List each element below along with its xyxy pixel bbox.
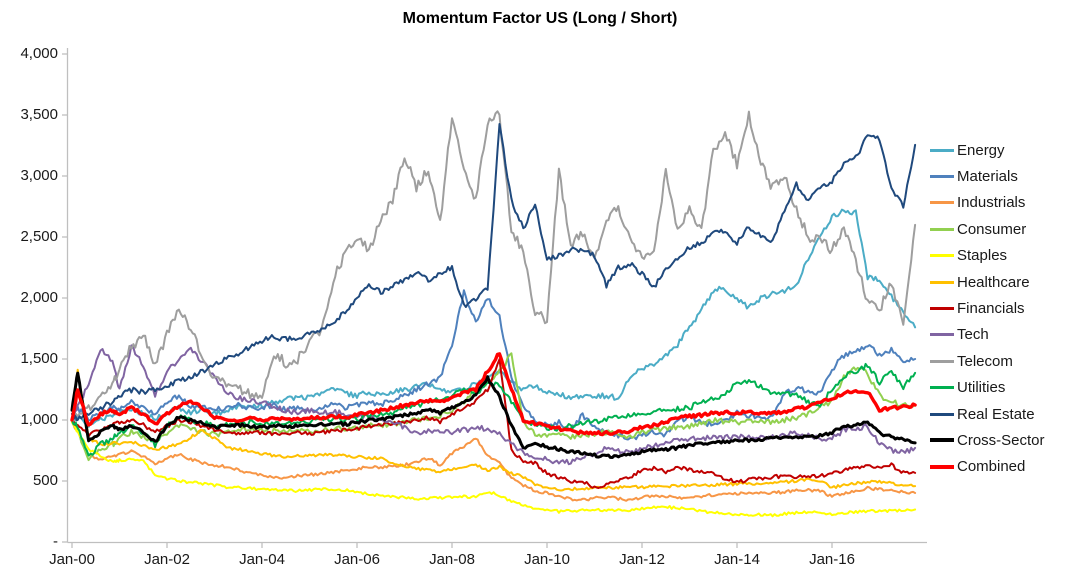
series-line-industrials [71, 421, 917, 502]
chart-title: Momentum Factor US (Long / Short) [402, 10, 678, 27]
legend-item-consumer: Consumer [930, 218, 1026, 240]
y-axis-label: 500 [32, 472, 58, 489]
legend-item-utilities: Utilities [930, 377, 1005, 399]
series-line-real-estate [71, 123, 917, 422]
legend-label: Utilities [957, 379, 1006, 397]
legend-item-real-estate: Real Estate [930, 403, 1035, 425]
x-axis-label: Jan-00 [49, 551, 95, 568]
legend-label: Materials [957, 167, 1018, 185]
y-axis-label: 3,500 [20, 106, 58, 123]
series-line-telecom [71, 110, 917, 422]
legend-item-materials: Materials [930, 165, 1018, 187]
legend-label: Staples [957, 247, 1008, 265]
x-axis-label: Jan-08 [429, 551, 475, 568]
legend-swatch-icon [930, 227, 954, 231]
series-line-staples [71, 421, 917, 518]
legend-item-tech: Tech [930, 324, 989, 346]
y-axis-label: 2,000 [20, 289, 58, 306]
legend-swatch-icon [930, 254, 954, 258]
y-axis-label: - [53, 533, 58, 550]
y-axis-label: 3,000 [20, 167, 58, 184]
legend-item-industrials: Industrials [930, 192, 1025, 214]
legend-label: Healthcare [957, 273, 1030, 291]
legend-item-combined: Combined [930, 456, 1025, 478]
legend-item-healthcare: Healthcare [930, 271, 1030, 293]
legend-swatch-icon [930, 464, 954, 469]
legend-item-staples: Staples [930, 245, 1007, 267]
legend-label: Energy [957, 141, 1005, 159]
legend-label: Combined [957, 458, 1026, 476]
legend-swatch-icon [930, 148, 954, 152]
legend-swatch-icon [930, 438, 954, 443]
series-line-combined [70, 352, 917, 437]
legend-swatch-icon [930, 386, 954, 390]
legend-swatch-icon [930, 201, 954, 205]
legend-item-energy: Energy [930, 139, 1005, 161]
legend-label: Telecom [957, 352, 1013, 370]
x-axis-label: Jan-06 [334, 551, 380, 568]
legend-item-cross-sector: Cross-Sector [930, 429, 1045, 451]
series-line-healthcare [71, 368, 917, 492]
x-axis-label: Jan-02 [144, 551, 190, 568]
x-axis-label: Jan-04 [239, 551, 285, 568]
x-axis-label: Jan-14 [714, 551, 760, 568]
series-line-materials [71, 289, 917, 441]
legend-swatch-icon [930, 333, 954, 337]
legend-label: Financials [957, 299, 1025, 317]
legend-label: Consumer [957, 220, 1027, 238]
legend-swatch-icon [930, 174, 954, 178]
legend-swatch-icon [930, 280, 954, 284]
legend-label: Tech [957, 326, 989, 344]
legend-swatch-icon [930, 359, 954, 363]
y-axis-label: 2,500 [20, 228, 58, 245]
legend-swatch-icon [930, 412, 954, 416]
y-axis-label: 1,500 [20, 350, 58, 367]
legend-label: Cross-Sector [957, 431, 1045, 449]
y-axis-label: 1,000 [20, 411, 58, 428]
x-axis-label: Jan-12 [619, 551, 665, 568]
legend-label: Real Estate [957, 405, 1035, 423]
legend-label: Industrials [957, 194, 1026, 212]
series-line-cross-sector [70, 371, 917, 459]
x-axis-label: Jan-16 [809, 551, 855, 568]
legend-item-financials: Financials [930, 297, 1025, 319]
series-line-tech [71, 344, 917, 466]
legend-swatch-icon [930, 306, 954, 310]
series-line-financials [71, 358, 917, 489]
legend-item-telecom: Telecom [930, 350, 1013, 372]
x-axis-label: Jan-10 [524, 551, 570, 568]
y-axis-label: 4,000 [20, 45, 58, 62]
